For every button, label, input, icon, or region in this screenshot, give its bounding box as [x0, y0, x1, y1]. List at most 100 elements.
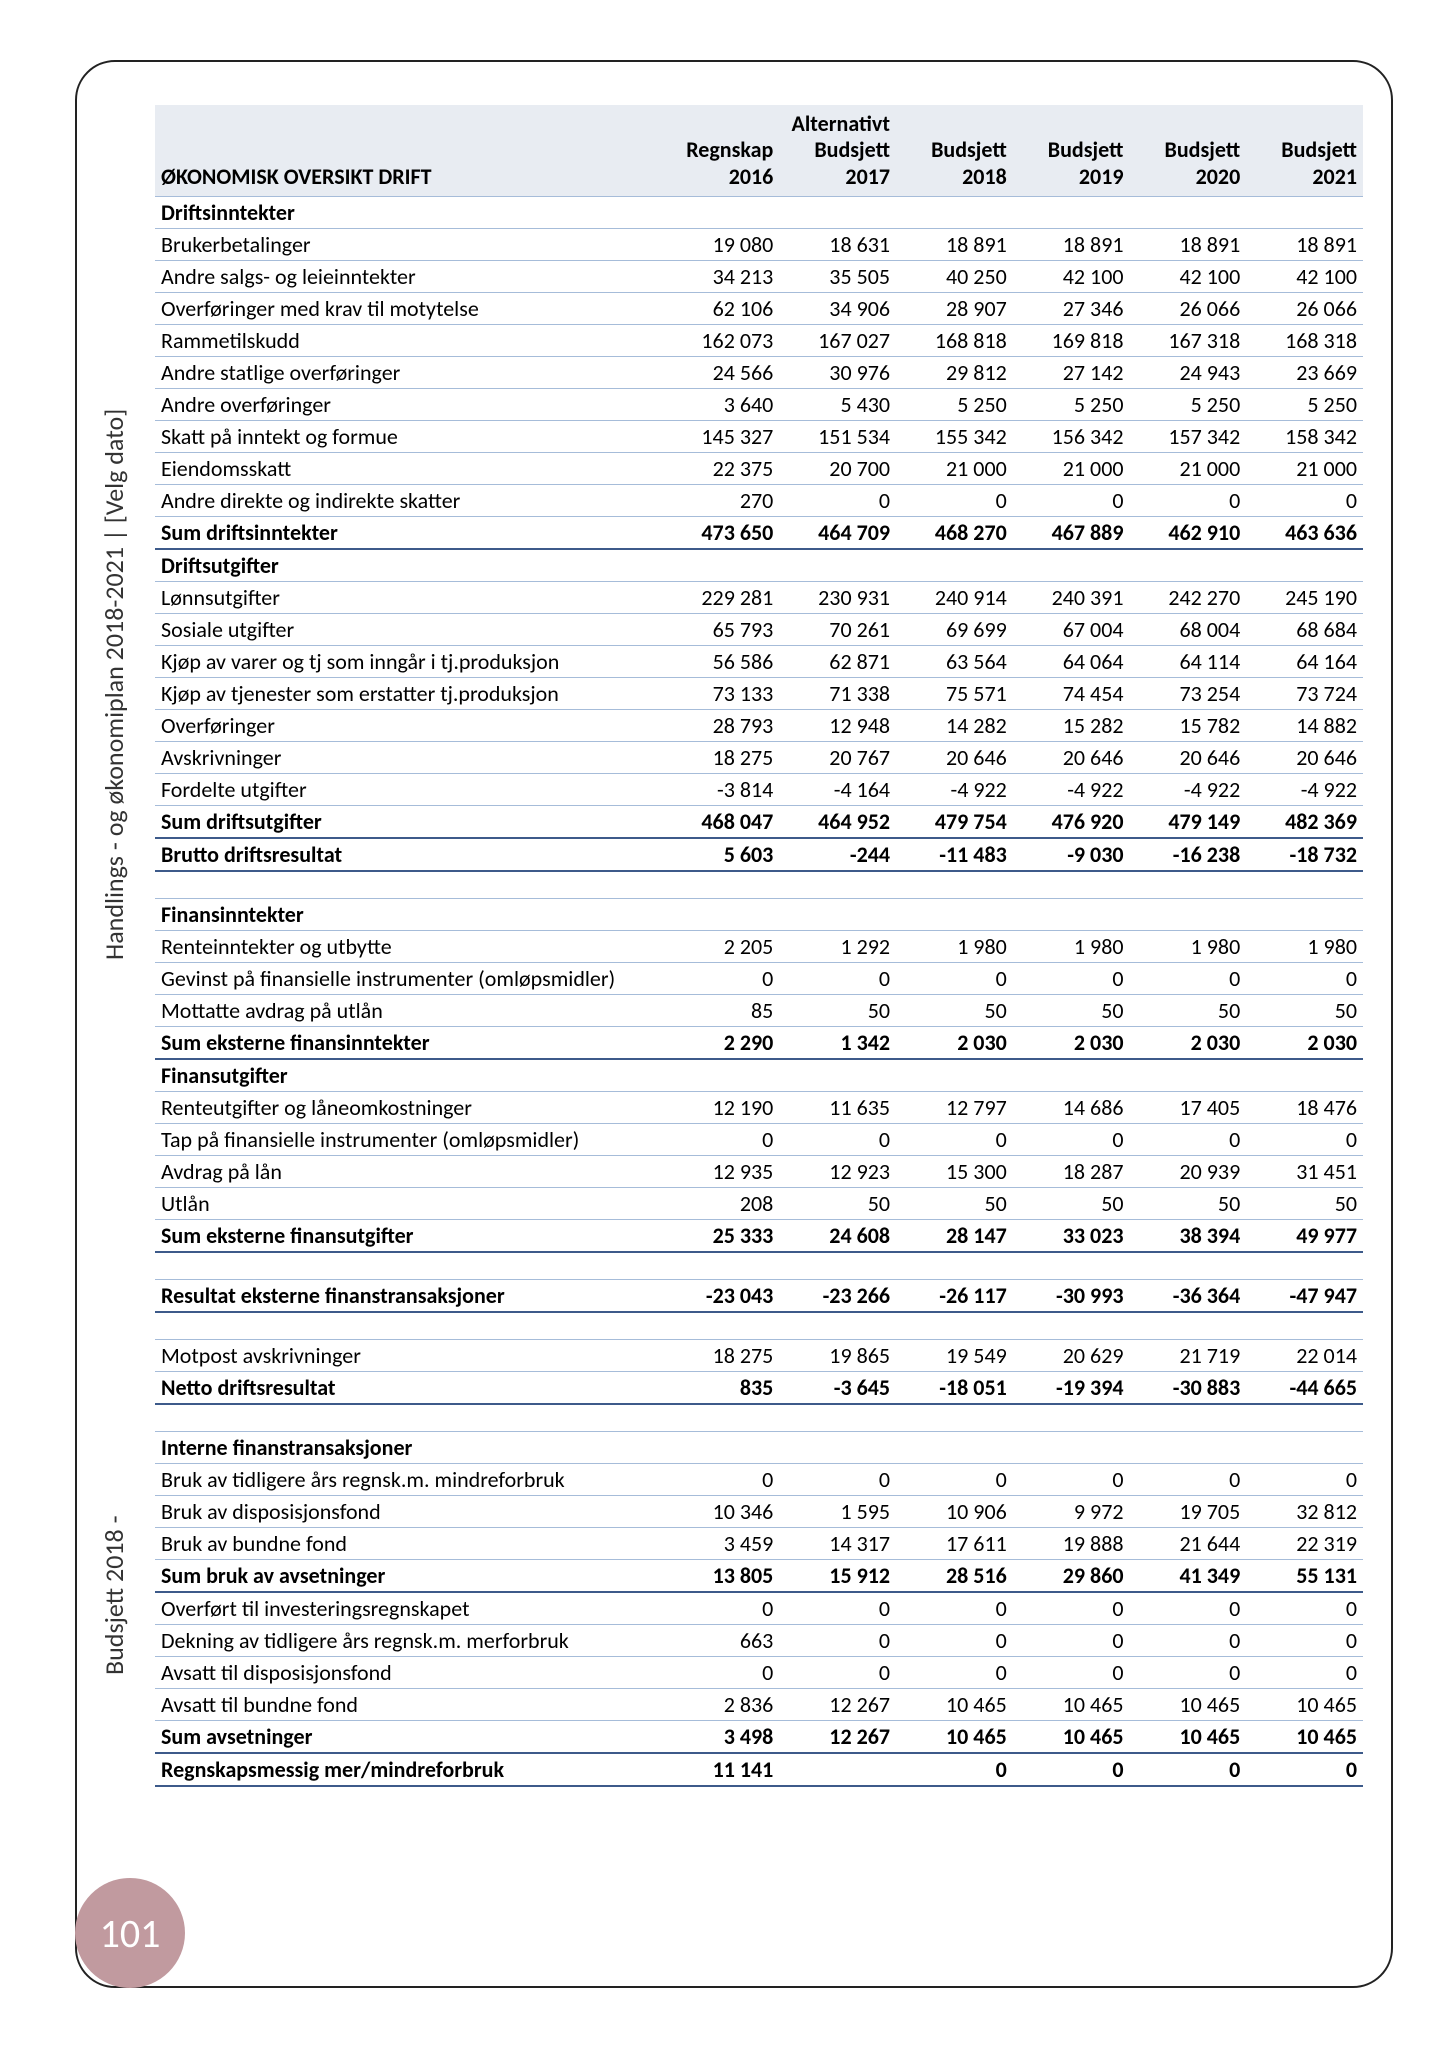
- cell-value: -23 043: [663, 1280, 780, 1313]
- col-header: Budsjett2019: [1013, 105, 1130, 197]
- cell-value: 50: [779, 995, 896, 1027]
- cell-value: 167 027: [779, 325, 896, 357]
- table-row: Rammetilskudd162 073167 027168 818169 81…: [155, 325, 1363, 357]
- table-header: ØKONOMISK OVERSIKT DRIFT Regnskap2016 Al…: [155, 105, 1363, 197]
- table-row: Tap på finansielle instrumenter (omløpsm…: [155, 1124, 1363, 1156]
- cell-value: 0: [779, 485, 896, 517]
- cell-value: 0: [1013, 1657, 1130, 1689]
- cell-value: -3 645: [779, 1372, 896, 1405]
- table-row: Andre statlige overføringer24 56630 9762…: [155, 357, 1363, 389]
- table-row: [155, 1312, 1363, 1340]
- cell-value: 2 030: [1013, 1027, 1130, 1060]
- table-row: Avdrag på lån12 93512 92315 30018 28720 …: [155, 1156, 1363, 1188]
- cell-value: 0: [779, 1592, 896, 1625]
- row-label: Renteutgifter og låneomkostninger: [155, 1092, 663, 1124]
- cell-value: 2 030: [896, 1027, 1013, 1060]
- cell-value: 15 782: [1130, 710, 1247, 742]
- cell-value: 5 250: [1130, 389, 1247, 421]
- cell-value: 23 669: [1246, 357, 1363, 389]
- cell-value: [779, 549, 896, 582]
- cell-value: 0: [896, 1657, 1013, 1689]
- cell-value: 1 595: [779, 1496, 896, 1528]
- cell-value: 156 342: [1013, 421, 1130, 453]
- cell-value: 464 952: [779, 806, 896, 839]
- cell-value: [1246, 1432, 1363, 1464]
- cell-value: 0: [1013, 1625, 1130, 1657]
- cell-value: 0: [1130, 963, 1247, 995]
- cell-value: 5 250: [1246, 389, 1363, 421]
- cell-value: [663, 899, 780, 931]
- cell-value: -36 364: [1130, 1280, 1247, 1313]
- table-row: [155, 1252, 1363, 1280]
- cell-value: 64 114: [1130, 646, 1247, 678]
- row-label: Lønnsutgifter: [155, 582, 663, 614]
- table-row: Sum driftsutgifter468 047464 952479 7544…: [155, 806, 1363, 839]
- cell-value: 70 261: [779, 614, 896, 646]
- cell-value: 15 912: [779, 1560, 896, 1593]
- row-label: Driftsinntekter: [155, 197, 663, 229]
- cell-value: 230 931: [779, 582, 896, 614]
- cell-value: -244: [779, 838, 896, 871]
- row-label: Driftsutgifter: [155, 549, 663, 582]
- cell-value: 71 338: [779, 678, 896, 710]
- cell-value: 20 646: [1013, 742, 1130, 774]
- cell-value: 168 318: [1246, 325, 1363, 357]
- cell-value: 18 275: [663, 1340, 780, 1372]
- row-label: Netto driftsresultat: [155, 1372, 663, 1405]
- cell-value: [1130, 549, 1247, 582]
- row-label: Andre direkte og indirekte skatter: [155, 485, 663, 517]
- table-row: Kjøp av varer og tj som inngår i tj.prod…: [155, 646, 1363, 678]
- cell-value: -23 266: [779, 1280, 896, 1313]
- row-label: Kjøp av tjenester som erstatter tj.produ…: [155, 678, 663, 710]
- row-label: Eiendomsskatt: [155, 453, 663, 485]
- row-label: Avsatt til disposisjonsfond: [155, 1657, 663, 1689]
- cell-value: 2 290: [663, 1027, 780, 1060]
- table-row: Sum eksterne finansutgifter25 33324 6082…: [155, 1220, 1363, 1253]
- cell-value: 18 891: [896, 229, 1013, 261]
- cell-value: 0: [1246, 963, 1363, 995]
- row-label: Interne finanstransaksjoner: [155, 1432, 663, 1464]
- cell-value: 19 865: [779, 1340, 896, 1372]
- table-row: Overført til investeringsregnskapet00000…: [155, 1592, 1363, 1625]
- cell-value: -11 483: [896, 838, 1013, 871]
- row-label: Motpost avskrivninger: [155, 1340, 663, 1372]
- cell-value: [1130, 1059, 1247, 1092]
- cell-value: 19 080: [663, 229, 780, 261]
- cell-value: 64 164: [1246, 646, 1363, 678]
- cell-value: 0: [1013, 1464, 1130, 1496]
- cell-value: 62 871: [779, 646, 896, 678]
- cell-value: 0: [1130, 1592, 1247, 1625]
- table-row: Skatt på inntekt og formue145 327151 534…: [155, 421, 1363, 453]
- cell-value: 0: [1130, 485, 1247, 517]
- cell-value: [779, 899, 896, 931]
- cell-value: 479 754: [896, 806, 1013, 839]
- cell-value: 151 534: [779, 421, 896, 453]
- cell-value: 85: [663, 995, 780, 1027]
- row-label: Rammetilskudd: [155, 325, 663, 357]
- table-row: Finansutgifter: [155, 1059, 1363, 1092]
- row-label: Bruk av tidligere års regnsk.m. mindrefo…: [155, 1464, 663, 1496]
- cell-value: 40 250: [896, 261, 1013, 293]
- cell-value: 24 943: [1130, 357, 1247, 389]
- cell-value: 64 064: [1013, 646, 1130, 678]
- cell-value: 20 646: [1246, 742, 1363, 774]
- table-title: ØKONOMISK OVERSIKT DRIFT: [161, 163, 431, 190]
- cell-value: 21 000: [1013, 453, 1130, 485]
- cell-value: 15 282: [1013, 710, 1130, 742]
- cell-value: 12 190: [663, 1092, 780, 1124]
- cell-value: 20 646: [1130, 742, 1247, 774]
- col-header: Regnskap2016: [663, 105, 780, 197]
- row-label: Kjøp av varer og tj som inngår i tj.prod…: [155, 646, 663, 678]
- row-label: Sum eksterne finansutgifter: [155, 1220, 663, 1253]
- cell-value: 73 133: [663, 678, 780, 710]
- cell-value: 0: [1013, 485, 1130, 517]
- cell-value: 162 073: [663, 325, 780, 357]
- row-label: Finansinntekter: [155, 899, 663, 931]
- cell-value: 10 906: [896, 1496, 1013, 1528]
- cell-value: 74 454: [1013, 678, 1130, 710]
- cell-value: -44 665: [1246, 1372, 1363, 1405]
- cell-value: 0: [1246, 1753, 1363, 1786]
- cell-value: 28 793: [663, 710, 780, 742]
- table-row: Eiendomsskatt22 37520 70021 00021 00021 …: [155, 453, 1363, 485]
- cell-value: 11 635: [779, 1092, 896, 1124]
